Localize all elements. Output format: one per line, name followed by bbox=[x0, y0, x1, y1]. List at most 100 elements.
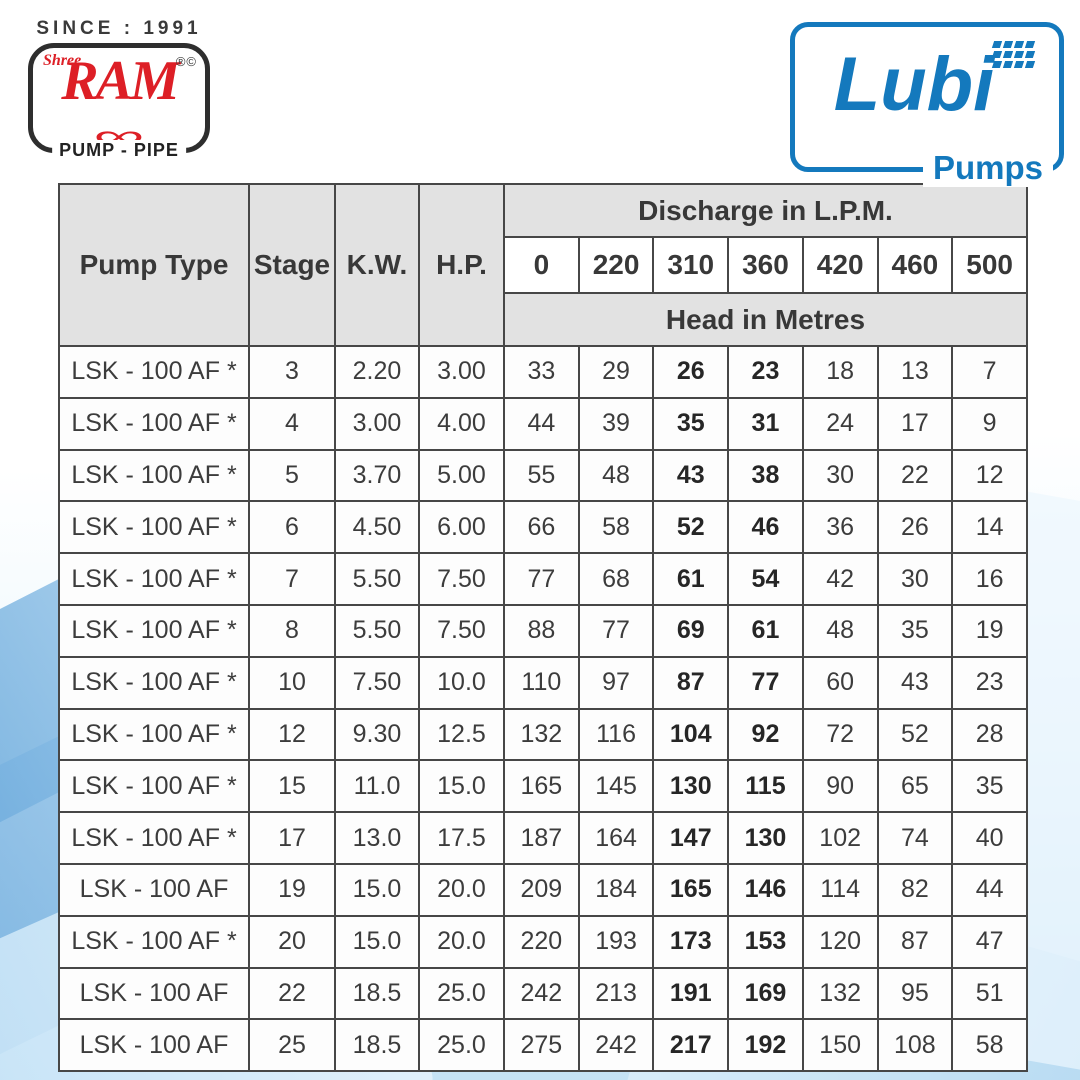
head-value-cell: 17 bbox=[876, 396, 954, 451]
head-value-cell: 77 bbox=[577, 603, 655, 658]
stage-cell: 5 bbox=[248, 448, 336, 503]
head-value-cell: 220 bbox=[503, 914, 580, 969]
head-value-cell: 9 bbox=[951, 396, 1028, 451]
table-row: LSK - 100 AF * 4 3.00 4.00 44 39 35 31 24 17 9 bbox=[58, 396, 1028, 451]
head-value-cell: 77 bbox=[503, 552, 580, 606]
pump-type-cell: LSK - 100 AF * bbox=[58, 707, 250, 762]
head-value-cell: 153 bbox=[727, 914, 804, 969]
head-in-metres-row: Head in Metres bbox=[59, 292, 1028, 347]
pump-type-cell: LSK - 100 AF * bbox=[58, 448, 250, 503]
shree-ram-logo: SINCE : 1991 Shree RAM ®© ∞ PUMP - PIPE bbox=[28, 18, 210, 161]
col-header-pump-type: Pump Type bbox=[58, 183, 250, 347]
kw-cell: 18.5 bbox=[334, 966, 420, 1021]
head-value-cell: 60 bbox=[801, 655, 879, 710]
head-value-cell: 19 bbox=[951, 603, 1028, 658]
head-value-cell: 242 bbox=[503, 966, 580, 1021]
head-value-cell: 29 bbox=[577, 345, 655, 399]
discharge-value-header: 360 bbox=[727, 236, 804, 294]
head-value-cell: 43 bbox=[876, 655, 954, 710]
head-value-cell: 184 bbox=[577, 862, 655, 917]
kw-cell: 13.0 bbox=[334, 811, 420, 865]
head-value-cell: 38 bbox=[727, 448, 804, 503]
head-value-cell: 72 bbox=[801, 707, 879, 762]
hp-cell: 7.50 bbox=[418, 552, 505, 606]
head-value-cell: 48 bbox=[577, 448, 655, 503]
kw-cell: 3.70 bbox=[334, 448, 420, 503]
pump-type-cell: LSK - 100 AF * bbox=[58, 811, 250, 865]
head-value-cell: 132 bbox=[503, 707, 580, 762]
stage-cell: 15 bbox=[248, 759, 336, 814]
head-value-cell: 13 bbox=[876, 345, 954, 399]
head-value-cell: 108 bbox=[876, 1018, 954, 1073]
head-value-cell: 77 bbox=[727, 655, 804, 710]
head-value-cell: 114 bbox=[801, 862, 879, 917]
hp-cell: 25.0 bbox=[418, 966, 505, 1021]
head-value-cell: 146 bbox=[727, 862, 804, 917]
head-value-cell: 145 bbox=[577, 759, 655, 814]
head-value-cell: 150 bbox=[801, 1018, 879, 1073]
table-row: LSK - 100 AF * 17 13.0 17.5 187 164 147 130 102 7… bbox=[58, 811, 1028, 865]
head-value-cell: 90 bbox=[801, 759, 879, 814]
stage-cell: 19 bbox=[248, 862, 336, 917]
head-value-cell: 95 bbox=[876, 966, 954, 1021]
discharge-value-header: 0 bbox=[503, 236, 580, 294]
col-header-kw: K.W. bbox=[334, 183, 420, 347]
kw-cell: 5.50 bbox=[334, 603, 420, 658]
head-value-cell: 43 bbox=[652, 448, 730, 503]
head-value-cell: 193 bbox=[577, 914, 655, 969]
head-value-cell: 55 bbox=[503, 448, 580, 503]
col-header-stage: Stage bbox=[248, 183, 336, 347]
discharge-value-header: 460 bbox=[876, 236, 954, 294]
head-value-cell: 69 bbox=[652, 603, 730, 658]
hp-cell: 5.00 bbox=[418, 448, 505, 503]
head-value-cell: 173 bbox=[652, 914, 730, 969]
head-value-cell: 120 bbox=[801, 914, 879, 969]
head-value-cell: 97 bbox=[577, 655, 655, 710]
head-value-cell: 23 bbox=[951, 655, 1028, 710]
head-value-cell: 36 bbox=[801, 500, 879, 555]
head-value-cell: 35 bbox=[652, 396, 730, 451]
head-value-cell: 52 bbox=[876, 707, 954, 762]
pump-type-cell: LSK - 100 AF bbox=[58, 1018, 250, 1073]
head-value-cell: 42 bbox=[801, 552, 879, 606]
kw-cell: 2.20 bbox=[334, 345, 420, 399]
head-value-cell: 110 bbox=[503, 655, 580, 710]
head-value-cell: 14 bbox=[951, 500, 1028, 555]
head-value-cell: 242 bbox=[577, 1018, 655, 1073]
table-row: LSK - 100 AF * 12 9.30 12.5 132 116 104 92 72 52 2… bbox=[58, 707, 1028, 762]
head-value-cell: 23 bbox=[727, 345, 804, 399]
head-value-cell: 115 bbox=[727, 759, 804, 814]
head-value-cell: 30 bbox=[801, 448, 879, 503]
head-value-cell: 61 bbox=[727, 603, 804, 658]
discharge-value-header: 220 bbox=[577, 236, 655, 294]
head-value-cell: 52 bbox=[652, 500, 730, 555]
table-header: Pump Type Stage K.W. H.P. Discharge in L… bbox=[58, 183, 1028, 347]
head-value-cell: 51 bbox=[951, 966, 1028, 1021]
head-value-cell: 217 bbox=[652, 1018, 730, 1073]
discharge-value-header: 500 bbox=[951, 236, 1028, 294]
head-value-cell: 22 bbox=[876, 448, 954, 503]
table-row: LSK - 100 AF * 20 15.0 20.0 220 193 173 153 120 8… bbox=[58, 914, 1028, 969]
kw-cell: 15.0 bbox=[334, 914, 420, 969]
head-value-cell: 58 bbox=[577, 500, 655, 555]
table-row: LSK - 100 AF * 3 2.20 3.00 33 29 26 23 18 13 7 bbox=[58, 345, 1028, 399]
pumps-text: Pumps bbox=[922, 149, 1053, 187]
head-value-cell: 12 bbox=[951, 448, 1028, 503]
hp-cell: 6.00 bbox=[418, 500, 505, 555]
pump-spec-table: Pump Type Stage K.W. H.P. Discharge in L… bbox=[58, 183, 1028, 1073]
kw-cell: 18.5 bbox=[334, 1018, 420, 1073]
head-value-cell: 164 bbox=[577, 811, 655, 865]
hp-cell: 3.00 bbox=[418, 345, 505, 399]
head-value-cell: 165 bbox=[652, 862, 730, 917]
pump-type-cell: LSK - 100 AF * bbox=[58, 655, 250, 710]
discharge-lpm-header: Discharge in L.P.M. bbox=[503, 183, 1028, 238]
hp-cell: 7.50 bbox=[418, 603, 505, 658]
head-value-cell: 187 bbox=[503, 811, 580, 865]
head-value-cell: 192 bbox=[727, 1018, 804, 1073]
head-value-cell: 7 bbox=[951, 345, 1028, 399]
head-value-cell: 16 bbox=[951, 552, 1028, 606]
head-value-cell: 82 bbox=[876, 862, 954, 917]
table-row: LSK - 100 AF * 8 5.50 7.50 88 77 69 61 48 35 19 bbox=[58, 603, 1028, 658]
kw-cell: 15.0 bbox=[334, 862, 420, 917]
